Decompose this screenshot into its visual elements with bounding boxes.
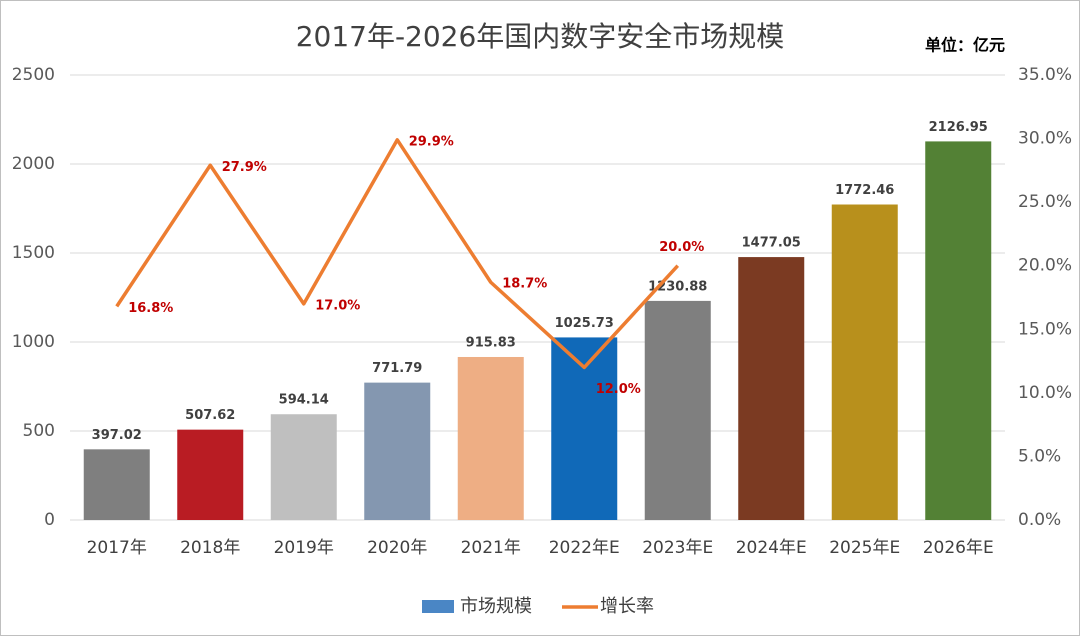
- y2-tick-label: 5.0%: [1018, 446, 1061, 466]
- bar: [457, 356, 524, 520]
- bar: [364, 382, 431, 520]
- x-tick-label: 2020年: [367, 538, 427, 558]
- bar: [644, 300, 711, 520]
- bar-value-label: 1025.73: [555, 316, 614, 331]
- y-tick-label: 500: [23, 421, 55, 441]
- x-tick-label: 2025年E: [829, 538, 900, 558]
- line-value-label: 18.7%: [502, 277, 547, 292]
- bar: [83, 449, 150, 520]
- bar-value-label: 1477.05: [742, 236, 801, 251]
- y2-tick-label: 20.0%: [1018, 256, 1072, 276]
- chart-title: 2017年-2026年国内数字安全市场规模: [296, 20, 785, 53]
- legend-label: 增长率: [600, 596, 654, 617]
- legend-label: 市场规模: [460, 596, 532, 617]
- line-value-label: 17.0%: [315, 298, 360, 313]
- x-tick-label: 2022年E: [549, 538, 620, 558]
- bar-value-label: 915.83: [466, 335, 516, 350]
- x-tick-label: 2024年E: [736, 538, 807, 558]
- y-tick-label: 0: [44, 510, 55, 530]
- y2-tick-label: 25.0%: [1018, 192, 1072, 212]
- bar-value-label: 594.14: [279, 393, 329, 408]
- y-tick-label: 1500: [12, 243, 55, 263]
- y2-tick-label: 10.0%: [1018, 383, 1072, 403]
- line-value-label: 20.0%: [659, 240, 704, 255]
- bar-value-label: 1772.46: [835, 183, 894, 198]
- bar: [270, 414, 337, 520]
- x-tick-label: 2026年E: [923, 538, 994, 558]
- x-tick-label: 2021年: [461, 538, 521, 558]
- unit-annotation: 单位：亿元: [925, 36, 1005, 55]
- x-tick-label: 2018年: [180, 538, 240, 558]
- y2-tick-label: 15.0%: [1018, 319, 1072, 339]
- bar: [925, 141, 992, 520]
- y-tick-label: 2000: [12, 154, 55, 174]
- line-value-label: 12.0%: [596, 382, 641, 397]
- line-value-label: 27.9%: [222, 160, 267, 175]
- bar: [551, 337, 618, 520]
- y-tick-label: 1000: [12, 332, 55, 352]
- y2-tick-label: 35.0%: [1018, 65, 1072, 85]
- line-value-label: 16.8%: [128, 301, 173, 316]
- x-tick-label: 2023年E: [642, 538, 713, 558]
- legend-swatch: [422, 600, 454, 613]
- line-value-label: 29.9%: [409, 134, 454, 149]
- bar: [831, 204, 898, 520]
- y2-tick-label: 30.0%: [1018, 129, 1072, 149]
- line: [115, 138, 680, 370]
- x-tick-label: 2019年: [274, 538, 334, 558]
- bar: [738, 257, 805, 520]
- bar: [177, 429, 244, 520]
- bar-value-label: 2126.95: [929, 120, 988, 135]
- y-tick-label: 2500: [12, 65, 55, 85]
- bar-value-label: 771.79: [372, 361, 422, 376]
- x-tick-label: 2017年: [87, 538, 147, 558]
- y2-tick-label: 0.0%: [1018, 510, 1061, 530]
- bar-value-label: 397.02: [92, 428, 142, 443]
- bar-value-label: 507.62: [185, 408, 235, 423]
